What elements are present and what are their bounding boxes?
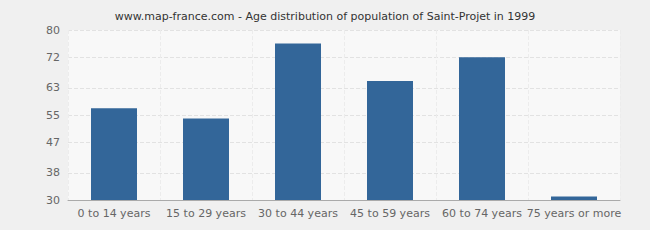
svg-text:60 to 74 years: 60 to 74 years — [442, 207, 522, 220]
svg-text:15 to 29 years: 15 to 29 years — [166, 207, 246, 220]
svg-text:0 to 14 years: 0 to 14 years — [78, 207, 151, 220]
svg-text:75 years or more: 75 years or more — [527, 207, 622, 220]
svg-text:63: 63 — [46, 81, 60, 94]
svg-text:47: 47 — [46, 136, 60, 149]
svg-text:72: 72 — [46, 51, 60, 64]
svg-text:38: 38 — [46, 166, 60, 179]
svg-text:80: 80 — [46, 24, 60, 37]
svg-text:55: 55 — [46, 109, 60, 122]
svg-text:30: 30 — [46, 194, 60, 207]
svg-text:45 to 59 years: 45 to 59 years — [350, 207, 430, 220]
svg-text:www.map-france.com - Age distr: www.map-france.com - Age distribution of… — [115, 10, 536, 23]
svg-text:30 to 44 years: 30 to 44 years — [258, 207, 338, 220]
